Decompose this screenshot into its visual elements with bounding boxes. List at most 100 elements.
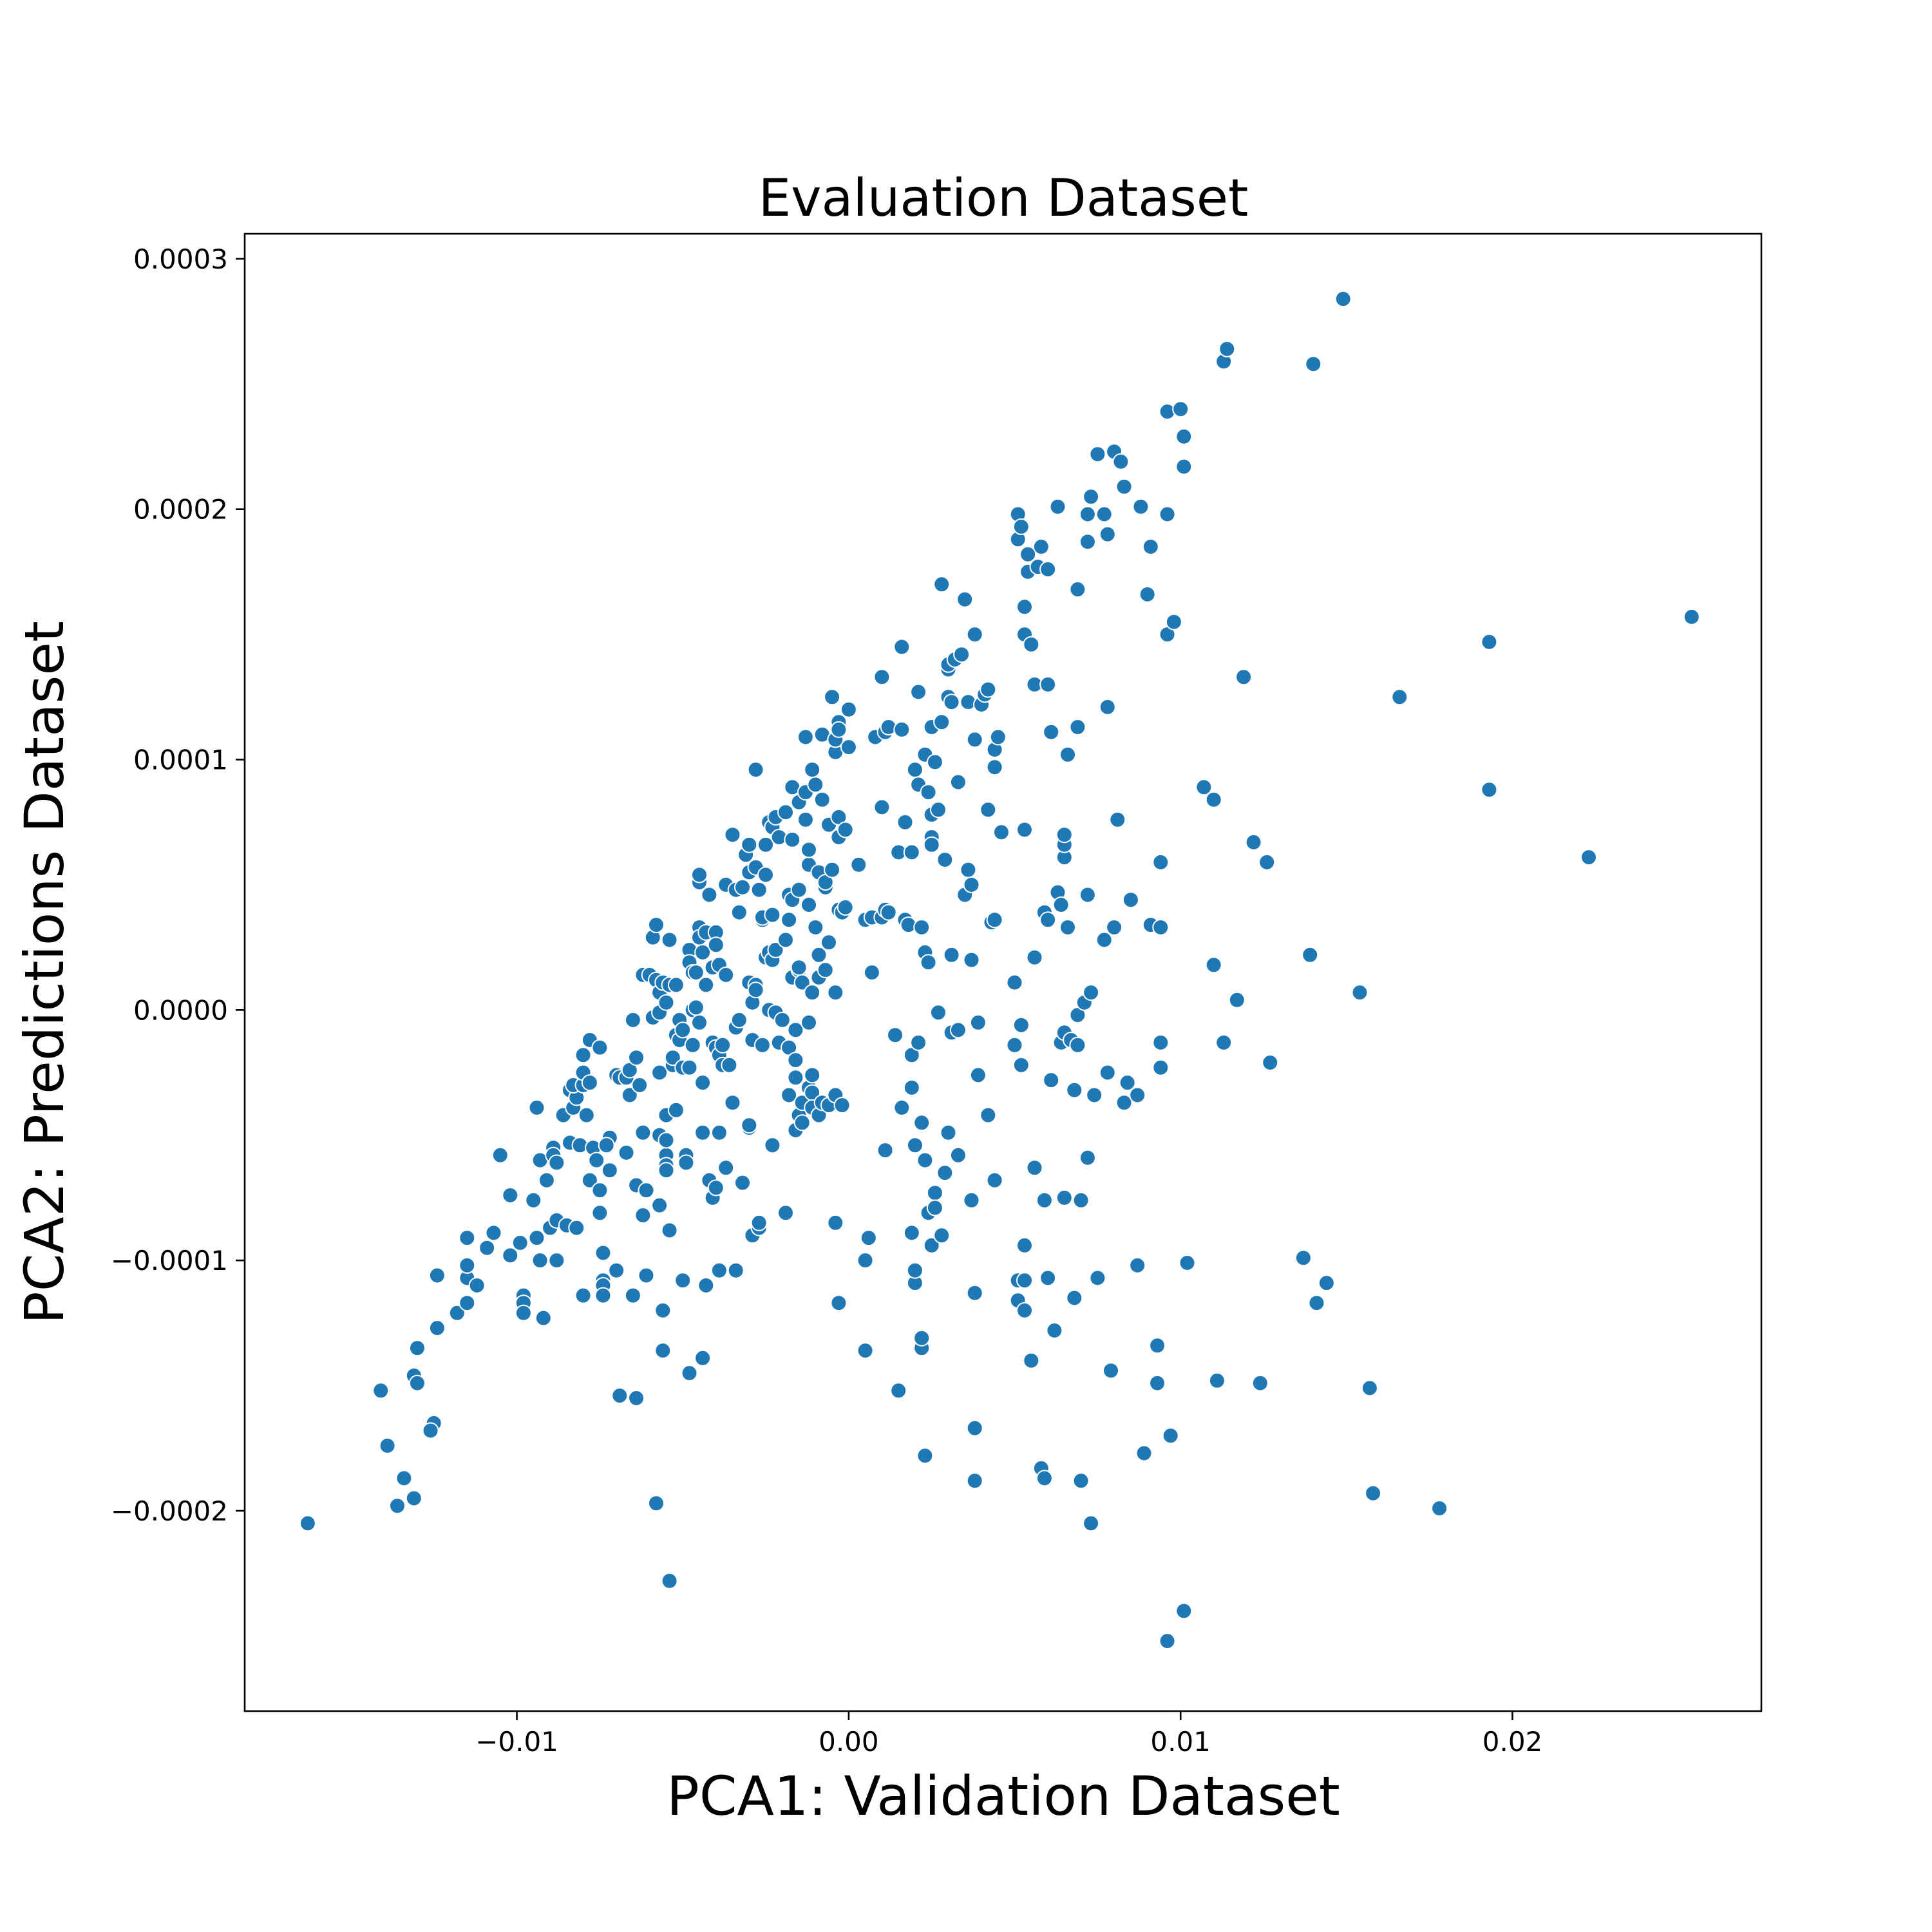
scatter-point <box>1006 1036 1023 1054</box>
scatter-point <box>860 1229 877 1247</box>
scatter-point <box>724 826 741 844</box>
scatter-point <box>1043 1072 1060 1089</box>
scatter-point <box>667 976 685 994</box>
scatter-point <box>1361 1379 1378 1397</box>
scatter-point <box>1039 561 1057 578</box>
scatter-point <box>840 701 857 718</box>
scatter-point <box>710 1262 728 1279</box>
scatter-point <box>1205 956 1222 974</box>
scatter-point <box>953 646 971 663</box>
scatter-point <box>966 626 983 643</box>
scatter-point <box>1262 1054 1279 1071</box>
scatter-point <box>797 811 814 828</box>
scatter-point <box>784 831 801 848</box>
scatter-point <box>694 1349 712 1367</box>
scatter-point <box>608 1262 625 1279</box>
scatter-point <box>594 1287 612 1304</box>
scatter-point <box>992 824 1010 841</box>
scatter-point <box>876 1142 894 1159</box>
scatter-point <box>1016 1272 1033 1289</box>
scatter-point <box>658 1162 675 1179</box>
scatter-point <box>1006 974 1023 991</box>
scatter-point <box>1083 488 1100 506</box>
scatter-point <box>916 1151 934 1169</box>
scatter-point <box>581 1074 598 1092</box>
x-tick-label: −0.01 <box>475 1726 558 1757</box>
scatter-point <box>727 1262 744 1279</box>
scatter-point <box>594 1244 612 1262</box>
scatter-point <box>887 1027 904 1044</box>
scatter-point <box>1032 538 1050 555</box>
x-tick-label: 0.02 <box>1482 1726 1543 1757</box>
scatter-point <box>797 728 814 746</box>
scatter-point <box>511 1234 529 1251</box>
scatter-point <box>634 1207 652 1224</box>
scatter-point <box>525 1191 542 1209</box>
scatter-point <box>1089 1269 1106 1287</box>
scatter-point <box>1122 891 1139 909</box>
scatter-point <box>648 1495 665 1512</box>
scatter-point <box>777 804 794 821</box>
scatter-point <box>691 1014 708 1031</box>
scatter-point <box>767 942 784 958</box>
scatter-point <box>681 1365 698 1382</box>
scatter-point <box>827 984 844 1001</box>
scatter-point <box>710 1124 728 1141</box>
scatter-point <box>890 1382 907 1399</box>
y-tick-label: −0.0002 <box>111 1495 228 1527</box>
scatter-point <box>963 951 980 969</box>
scatter-point <box>1016 1236 1033 1254</box>
scatter-point <box>926 1184 943 1202</box>
scatter-point <box>1228 991 1245 1009</box>
scatter-point <box>781 911 798 929</box>
scatter-point <box>694 943 712 961</box>
scatter-point <box>800 896 817 913</box>
scatter-point <box>1142 538 1159 555</box>
scatter-point <box>1135 1444 1153 1462</box>
scatter-point <box>535 1309 552 1327</box>
scatter-point <box>528 1229 545 1247</box>
scatter-point <box>1245 833 1262 851</box>
scatter-point <box>913 919 931 936</box>
x-tick-label: 0.00 <box>819 1726 879 1757</box>
scatter-point <box>1016 1302 1033 1319</box>
scatter-point <box>515 1304 532 1321</box>
scatter-point <box>405 1490 422 1507</box>
scatter-point <box>800 841 817 858</box>
scatter-point <box>611 1387 629 1405</box>
scatter-point <box>933 1227 951 1244</box>
scatter-point <box>528 1099 545 1116</box>
scatter-point <box>548 1252 565 1269</box>
chart-title: Evaluation Dataset <box>759 168 1249 228</box>
scatter-point <box>694 1074 712 1092</box>
scatter-point <box>1056 826 1073 844</box>
scatter-point <box>986 759 1003 776</box>
scatter-point <box>628 1049 645 1066</box>
scatter-point <box>1218 340 1236 357</box>
scatter-point <box>936 1164 954 1182</box>
scatter-point <box>980 681 997 698</box>
scatter-point <box>389 1497 406 1515</box>
scatter-point <box>1351 984 1368 1001</box>
scatter-point <box>717 1159 735 1177</box>
scatter-point <box>1072 1191 1090 1209</box>
scatter-point <box>906 1137 923 1154</box>
scatter-point <box>1106 919 1123 936</box>
scatter-point <box>956 591 974 608</box>
x-axis-ticks: −0.01 0.00 0.01 0.02 <box>475 1711 1542 1757</box>
scatter-point <box>428 1320 446 1337</box>
scatter-point <box>926 1199 943 1217</box>
scatter-point <box>422 1422 439 1439</box>
scatter-point <box>943 946 960 963</box>
scatter-point <box>1152 1034 1170 1051</box>
scatter-point <box>661 1222 678 1239</box>
scatter-point <box>1095 931 1113 949</box>
scatter-point <box>813 791 831 808</box>
scatter-point <box>1580 849 1597 866</box>
scatter-point <box>1086 1086 1103 1104</box>
scatter-point <box>1083 984 1100 1001</box>
scatter-point <box>531 1252 549 1269</box>
scatter-point <box>409 1374 426 1392</box>
scatter-point <box>588 1151 605 1169</box>
scatter-point <box>578 1106 595 1124</box>
